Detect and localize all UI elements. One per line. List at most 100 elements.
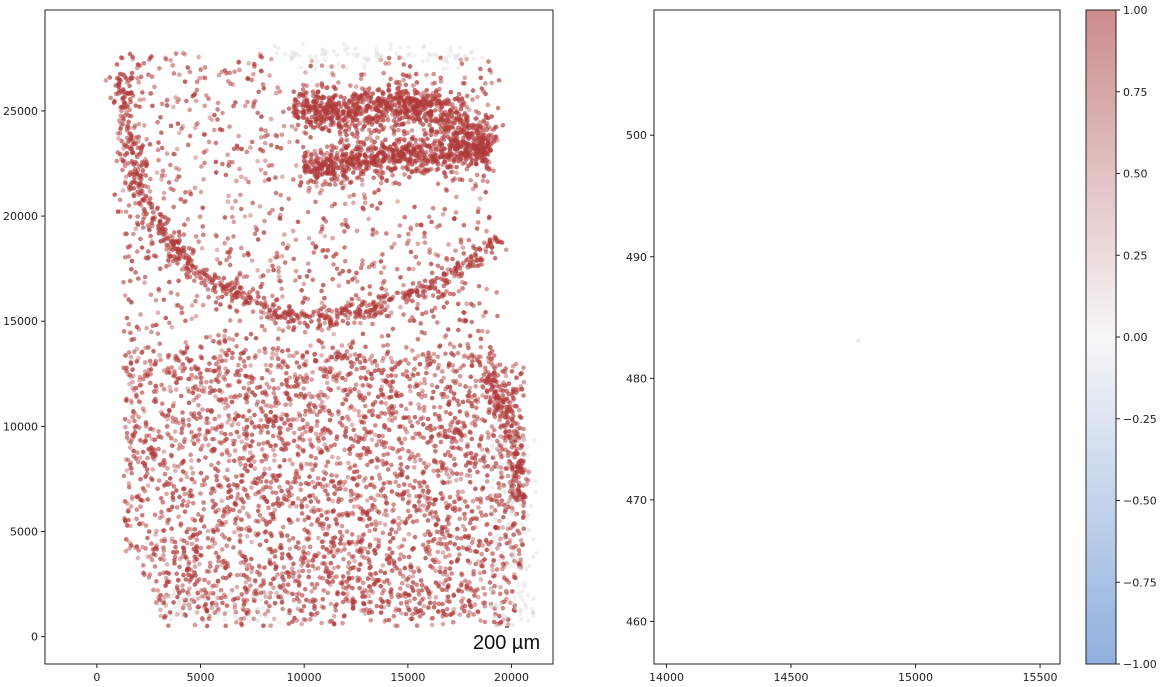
scatter-point [457,507,462,512]
scatter-point [260,82,266,87]
scatter-point [138,236,143,242]
scatter-point [308,134,313,140]
scatter-point [262,466,268,472]
scatter-point [213,159,219,165]
scatter-point [208,379,214,384]
scatter-point [520,433,526,439]
scatter-point [361,206,366,212]
scatter-point [296,364,302,370]
scatter-point [346,551,352,557]
scatter-point [261,85,267,91]
scatter-point [432,305,438,311]
scatter-point [183,340,189,345]
scatter-point [286,325,291,330]
scatter-point [381,355,386,361]
scatter-point [238,572,244,578]
scatter-point [465,613,471,619]
scatter-point [187,579,192,585]
scatter-point [346,417,352,423]
scatter-point [403,357,408,363]
scatter-point [321,476,327,482]
scatter-point [304,273,310,279]
scatter-point [300,300,306,305]
scatter-point [342,245,347,250]
scatter-point [255,267,260,273]
scatter-point [134,494,140,500]
scatter-point [170,373,176,378]
scatter-point [479,487,485,492]
scatter-point [249,569,254,575]
scatter-point [234,143,240,149]
scatter-point [158,357,164,363]
scatter-point [462,310,468,316]
scatter-point [127,445,133,450]
scatter-point [351,361,357,366]
scatter-point [422,532,428,538]
scatter-point [176,130,182,136]
scatter-point [182,51,188,57]
scatter-point [347,451,353,457]
scatter-point [408,562,414,567]
scatter-point [143,423,149,429]
scatter-point [300,355,305,360]
scatter-point [330,509,336,514]
scatter-point [233,474,239,479]
scatter-point [273,132,278,138]
scatter-point [254,480,260,486]
scatter-point [431,536,437,542]
scatter-point [451,445,457,451]
scatter-point [145,249,151,254]
scatter-point [418,578,424,583]
scatter-point [191,441,197,447]
scatter-point [354,279,360,284]
scatter-point [395,623,400,629]
scatter-point [330,535,336,541]
scatter-point [435,289,441,294]
scatter-point [146,72,151,78]
scatter-point [313,199,318,205]
scatter-point [475,609,481,615]
scatter-point [206,96,211,102]
scatter-point [200,407,205,412]
scatter-point [459,61,465,67]
scatter-point [304,375,310,381]
scatter-point [262,530,267,536]
scatter-point [301,298,307,304]
scatter-point [393,529,399,535]
scatter-point [385,342,390,348]
scatter-point [319,300,325,306]
scatter-point [497,613,502,619]
scatter-point [479,513,485,518]
scatter-point [480,313,486,319]
scatter-point [212,112,217,118]
scatter-point [476,110,482,116]
scatter-point [184,529,190,535]
scatter-point [417,613,423,619]
scatter-point [166,571,172,576]
scatter-point [463,384,468,389]
scatter-point [148,371,154,377]
scatter-point [271,386,277,391]
scatter-point [412,414,418,420]
scatter-point [268,409,274,415]
scatter-point [238,472,244,478]
scatter-point [215,117,220,122]
scatter-point [238,245,244,251]
scatter-point [465,451,471,456]
scatter-point [336,409,341,414]
scatter-point [366,391,372,397]
scatter-point [406,448,411,454]
scatter-point [299,287,305,293]
scatter-point [341,183,347,189]
scatter-point [487,344,493,350]
scatter-point [454,170,460,176]
scatter-point [145,483,151,488]
scatter-point [286,517,292,522]
scatter-point [331,262,336,267]
scatter-point [280,109,286,115]
scatter-point [238,621,244,627]
scatter-point [421,479,426,484]
scatter-point [294,360,300,365]
scatter-point [481,173,487,179]
scatter-point [281,564,287,570]
